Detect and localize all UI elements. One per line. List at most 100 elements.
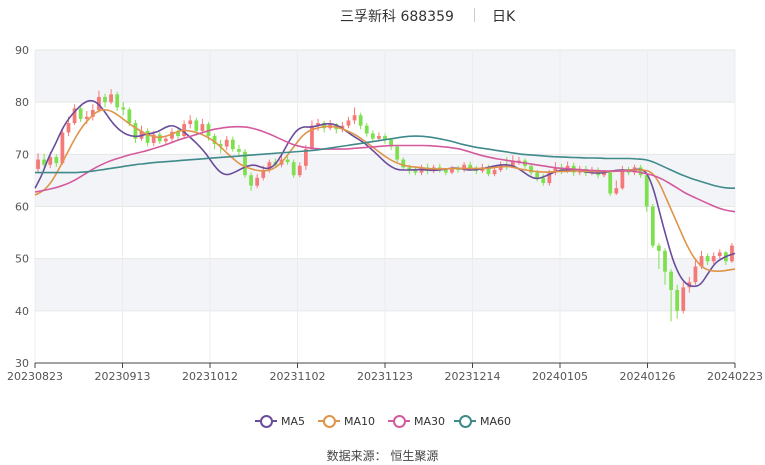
candle-body [103, 96, 107, 103]
x-tick-label: 20230913 [95, 370, 151, 383]
candle-body [456, 168, 460, 170]
candle-body [711, 256, 716, 262]
x-tick-label: 20240126 [620, 370, 676, 383]
candle-body [717, 252, 722, 257]
candle-body [249, 175, 253, 186]
candle-body [510, 161, 515, 167]
candlestick-chart: 30 40 50 60 70 80 90 20230823 20230913 20231012 20… [7, 44, 763, 383]
candle-body [401, 159, 406, 168]
candle-body [255, 177, 260, 186]
candle-body [699, 256, 704, 267]
candle-body [559, 167, 564, 172]
legend-item-ma5[interactable]: MA5 [255, 412, 305, 430]
candle-body [370, 133, 375, 139]
candle-body [218, 143, 223, 147]
candle-body [614, 188, 619, 194]
candle-body [243, 151, 247, 176]
candle-body [547, 172, 552, 184]
candle-body [650, 206, 655, 246]
candle-body [517, 160, 521, 162]
candle-body [151, 134, 156, 143]
ma-line-ma30 [34, 125, 736, 213]
ma-line-ma60 [34, 135, 735, 189]
candle-body [620, 169, 625, 189]
candle-body [42, 159, 47, 165]
chart-title: 三孚新科 688359 日K [0, 4, 765, 26]
legend-label-ma30: MA30 [414, 414, 446, 428]
candle-body [657, 245, 661, 251]
candle-body [377, 136, 381, 139]
candle-body [224, 139, 229, 147]
candle-body [553, 167, 558, 173]
candle-body [358, 115, 363, 126]
candle-body [145, 130, 150, 143]
candle-body [60, 132, 65, 164]
candle-body [462, 164, 467, 170]
legend-item-ma30[interactable]: MA30 [388, 412, 445, 430]
candle-body [303, 149, 308, 166]
candle-body [285, 159, 290, 163]
candle-body [340, 125, 345, 130]
y-tick-label: 60 [15, 201, 29, 214]
candle-body [109, 94, 113, 103]
candle-body [97, 96, 101, 110]
legend-label-ma10: MA10 [344, 414, 376, 428]
y-tick-label: 80 [15, 96, 29, 109]
title-separator [474, 8, 475, 22]
candle-body [212, 136, 217, 144]
candle-body [389, 139, 393, 147]
candle-body [450, 168, 454, 173]
x-tick-label: 20231214 [445, 370, 501, 383]
candle-body [535, 172, 540, 178]
candle-body [395, 146, 400, 160]
candle-body [90, 109, 95, 117]
period-label: 日K [492, 9, 516, 25]
candle-body [188, 120, 193, 125]
legend-item-ma10[interactable]: MA10 [318, 412, 375, 430]
legend: MA5 MA10 MA30 MA60 [0, 412, 765, 432]
candle-body [541, 177, 546, 184]
candle-body [364, 125, 369, 134]
candle-body [693, 266, 698, 283]
candle-body [663, 250, 667, 272]
y-tick-label: 50 [15, 253, 29, 266]
x-tick-label: 20240223 [707, 370, 763, 383]
candle-body [310, 125, 314, 150]
candle-body [529, 165, 533, 173]
legend-swatch-ma10 [318, 415, 340, 428]
candle-body [170, 131, 174, 139]
candle-body [267, 162, 272, 170]
ma-lines [34, 99, 736, 288]
candle-body [407, 167, 412, 170]
candle-body [194, 120, 199, 131]
candle-body [230, 139, 235, 150]
candle-body [322, 123, 327, 129]
candle-body [383, 136, 387, 140]
candle-body [200, 124, 205, 131]
candle-body [705, 256, 710, 262]
candle-body [638, 167, 643, 176]
candle-body [36, 159, 40, 169]
candle-body [316, 123, 320, 126]
candle-body [176, 131, 180, 137]
candle-body [78, 108, 83, 119]
legend-label-ma60: MA60 [480, 414, 512, 428]
legend-swatch-ma60 [454, 415, 476, 428]
candle-body [413, 169, 418, 173]
legend-item-ma60[interactable]: MA60 [454, 412, 511, 430]
candle-body [681, 287, 686, 311]
candle-body [675, 289, 680, 311]
axes: 30 40 50 60 70 80 90 20230823 20230913 20231012 20… [7, 44, 763, 383]
candle-body [291, 162, 296, 176]
candle-body [468, 164, 473, 169]
y-tick-label: 40 [15, 305, 29, 318]
legend-label-ma5: MA5 [281, 414, 306, 428]
y-tick-label: 30 [15, 357, 29, 370]
candle-body [608, 172, 613, 194]
candle-body [72, 108, 77, 124]
x-tick-label: 20240105 [532, 370, 588, 383]
legend-swatch-ma30 [388, 415, 410, 428]
candle-body [669, 271, 673, 290]
x-tick-label: 20231012 [182, 370, 238, 383]
candle-body [66, 123, 71, 133]
